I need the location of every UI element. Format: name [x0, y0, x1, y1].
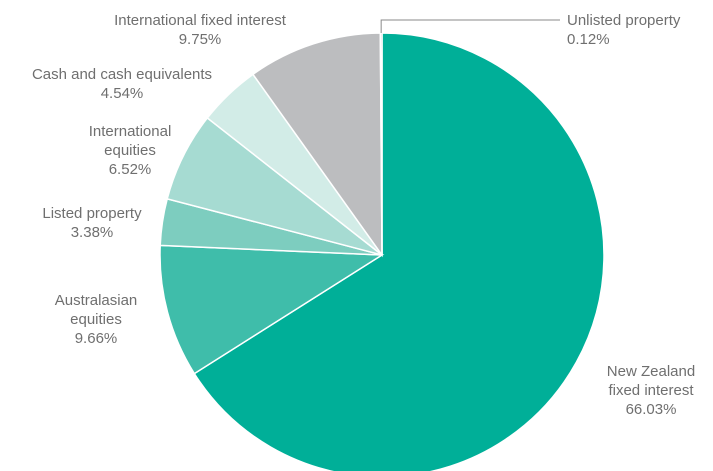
slice-label: International equities 6.52% [89, 123, 172, 178]
slice-value-label: 6.52% [109, 161, 152, 178]
slice-name-label: Cash and cash equivalents [32, 66, 212, 83]
slice-label: Australasian equities 9.66% [55, 292, 138, 347]
slice-name-label: fixed interest [608, 382, 694, 399]
slice-value-label: 9.75% [179, 31, 222, 48]
slice-value-label: 0.12% [567, 31, 610, 48]
pie-slice-international-fixed-interest [251, 32, 383, 258]
slice-value-label: 66.03% [626, 401, 677, 418]
slice-name-label: equities [104, 142, 156, 159]
slice-label: Listed property 3.38% [42, 205, 142, 241]
slice-label: Unlisted property 0.12% [567, 12, 681, 48]
leader-line-unlisted-property [380, 19, 560, 34]
pie-slice-new-zealand-fixed-interest [193, 32, 605, 471]
leader-lines [380, 19, 560, 34]
slice-label: New Zealand fixed interest 66.03% [607, 363, 695, 418]
slice-name-label: New Zealand [607, 363, 695, 380]
slice-value-label: 4.54% [101, 85, 144, 102]
slice-name-label: Australasian [55, 292, 138, 309]
slice-value-label: 9.66% [75, 330, 118, 347]
slice-label: International fixed interest 9.75% [114, 12, 287, 48]
slice-name-label: International [89, 123, 172, 140]
slice-label: Cash and cash equivalents 4.54% [32, 66, 212, 102]
slice-value-label: 3.38% [71, 224, 114, 241]
slice-name-label: equities [70, 311, 122, 328]
slice-name-label: Unlisted property [567, 12, 681, 29]
slice-name-label: International fixed interest [114, 12, 287, 29]
pie-slices [159, 32, 605, 471]
slice-labels: New Zealand fixed interest 66.03% Australas… [32, 12, 695, 418]
slice-name-label: Listed property [42, 205, 142, 222]
pie-slice-australasian-equities [159, 244, 385, 375]
